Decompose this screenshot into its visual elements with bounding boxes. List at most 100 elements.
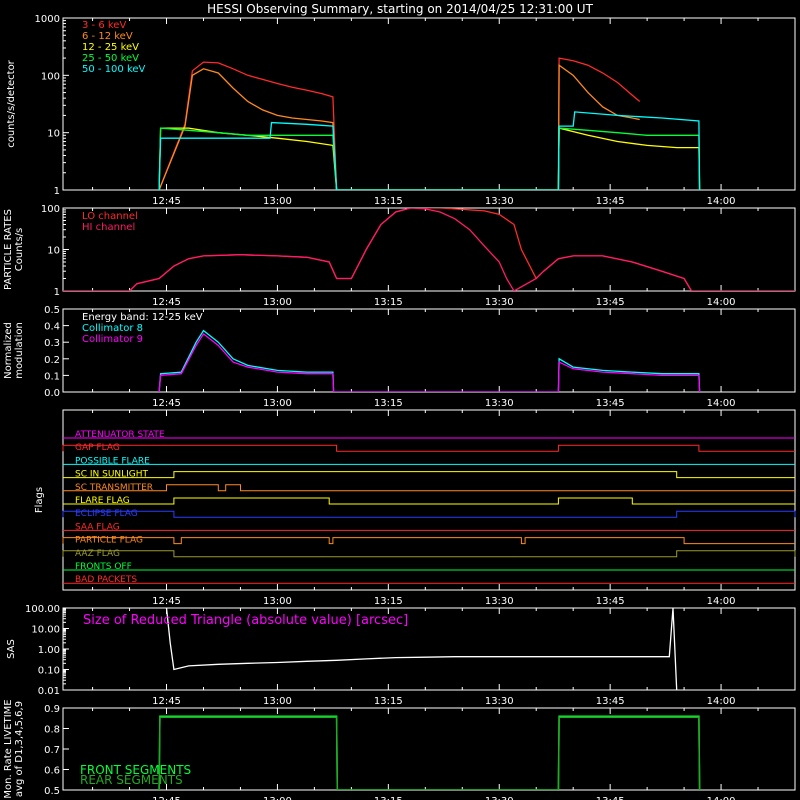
y-tick-label: 0.4 [44, 322, 60, 333]
y-tick-label: 1000 [35, 14, 60, 25]
legend-entry: FRONT SEGMENTS [80, 763, 191, 777]
flag-line-3 [63, 471, 795, 479]
x-tick-label: 12:45 [152, 196, 181, 207]
series-line-count-rates-0 [158, 57, 641, 190]
y-axis-label: modulation [14, 322, 25, 379]
series-line-sas-0 [165, 608, 678, 690]
y-tick-label: 0.2 [44, 355, 60, 366]
y-axis-label: Counts/s [14, 228, 25, 272]
y-tick-label: 100.00 [25, 604, 60, 615]
x-tick-label: 13:15 [374, 596, 403, 607]
legend-entry: Collimator 8 [82, 323, 143, 334]
x-tick-label: 13:45 [596, 196, 625, 207]
y-tick-label: 10 [47, 246, 60, 257]
legend-entry: REAR SEGMENTS [80, 773, 183, 787]
series-line-count-rates-4 [158, 111, 701, 190]
flag-label: POSSIBLE FLARE [75, 456, 150, 466]
legend-entry: Collimator 9 [82, 334, 143, 345]
legend-entry: 12 - 25 keV [82, 42, 139, 53]
flag-label: SC TRANSMITTER [75, 483, 153, 493]
flag-line-9 [62, 550, 796, 558]
y-tick-label: 10 [47, 129, 60, 140]
y-tick-label: 1.00 [38, 645, 60, 656]
x-tick-label: 13:45 [596, 796, 625, 800]
flag-line-6 [62, 510, 796, 518]
y-axis-label-group: SAS [6, 639, 17, 659]
flag-label: FRONTS OFF [75, 562, 132, 572]
flag-label: PARTICLE FLAG [75, 536, 143, 546]
legend-entry: 6 - 12 keV [82, 31, 133, 42]
x-tick-label: 13:00 [263, 398, 292, 409]
y-axis-label: SAS [6, 639, 17, 659]
x-tick-label: 13:15 [374, 696, 403, 707]
flag-label: AAZ FLAG [75, 549, 120, 559]
x-tick-label: 13:15 [374, 796, 403, 800]
x-tick-label: 13:30 [485, 596, 514, 607]
series-line-count-rates-1 [158, 63, 640, 190]
x-tick-label: 13:30 [485, 796, 514, 800]
x-tick-label: 13:45 [596, 696, 625, 707]
y-tick-label: 0.8 [44, 725, 60, 736]
y-axis-label: counts/s/detector [6, 59, 17, 147]
y-axis-label-group: PARTICLE RATES Counts/s [3, 209, 25, 290]
y-axis-label: Mon. Rate LIVETIME [3, 699, 14, 798]
series-line-count-rates-2 [158, 127, 701, 190]
flag-label: SC IN SUNLIGHT [75, 470, 149, 480]
y-tick-label: 0.6 [44, 766, 60, 777]
flag-label: ECLIPSE FLAG [75, 509, 138, 519]
x-tick-label: 13:45 [596, 596, 625, 607]
y-axis-label-group: counts/s/detector [6, 59, 17, 147]
y-tick-label: 100 [41, 71, 60, 82]
y-axis-label: Normalized [3, 322, 14, 379]
flag-line-5 [63, 497, 795, 505]
flag-label: SAA FLAG [75, 522, 120, 532]
y-axis-label: Flags [34, 487, 45, 513]
chart-title: HESSI Observing Summary, starting on 201… [207, 2, 593, 16]
annotation: Energy band: 12-25 keV [82, 312, 203, 323]
x-tick-label: 14:00 [707, 196, 736, 207]
series-line-modulation-1 [158, 332, 701, 392]
x-tick-label: 14:00 [707, 796, 736, 800]
x-tick-label: 13:00 [263, 596, 292, 607]
y-tick-label: 100 [41, 204, 60, 215]
x-tick-label: 14:00 [707, 596, 736, 607]
annotation: Size of Reduced Triangle (absolute value… [83, 613, 408, 628]
y-tick-label: 0.0 [44, 388, 60, 399]
legend-entry: HI channel [82, 222, 135, 233]
x-tick-label: 14:00 [707, 297, 736, 308]
y-tick-label: 0.9 [44, 704, 60, 715]
y-tick-label: 1 [54, 186, 60, 197]
legend-entry: 50 - 100 keV [82, 64, 146, 75]
x-tick-label: 13:30 [485, 398, 514, 409]
x-tick-label: 13:00 [263, 696, 292, 707]
y-tick-label: 1 [54, 287, 60, 298]
x-tick-label: 13:00 [263, 297, 292, 308]
y-tick-label: 0.7 [44, 745, 60, 756]
legend-entry: 3 - 6 keV [82, 20, 126, 31]
y-tick-label: 0.5 [44, 786, 60, 797]
flag-line-4 [63, 484, 795, 492]
y-tick-label: 0.5 [44, 305, 60, 316]
x-tick-label: 13:45 [596, 398, 625, 409]
flag-line-1 [62, 444, 795, 452]
flags-frame [62, 409, 796, 591]
flag-label: FLARE FLAG [75, 496, 130, 506]
x-tick-label: 13:00 [263, 796, 292, 800]
series-line-livetime-0 [158, 715, 701, 790]
y-axis-label-group: Normalized modulation [3, 322, 25, 379]
flag-label: GAP FLAG [75, 443, 120, 453]
flag-line-8 [62, 537, 795, 545]
y-axis-label: PARTICLE RATES [3, 209, 14, 290]
x-tick-label: 13:15 [374, 398, 403, 409]
series-line-particle-rates-1 [63, 208, 795, 291]
x-tick-label: 12:45 [152, 696, 181, 707]
y-axis-label: avg of D1,3,4,5,6,9 [14, 701, 25, 797]
y-tick-label: 0.10 [38, 666, 60, 677]
x-tick-label: 13:30 [485, 196, 514, 207]
x-tick-label: 12:45 [152, 297, 181, 308]
x-tick-label: 14:00 [707, 398, 736, 409]
x-tick-label: 13:45 [596, 297, 625, 308]
x-tick-label: 13:15 [374, 196, 403, 207]
